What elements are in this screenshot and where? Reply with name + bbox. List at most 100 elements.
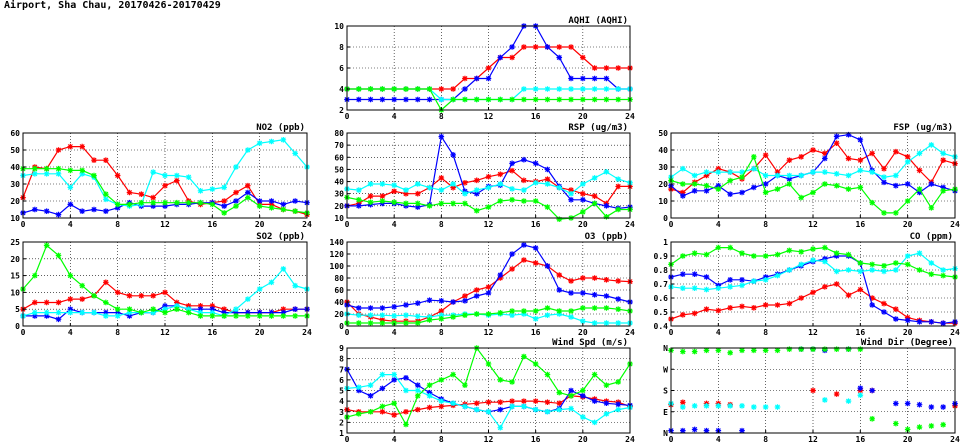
data-point: [221, 309, 227, 316]
y-tick-label: 10: [334, 22, 344, 31]
data-point: [450, 86, 456, 92]
x-tick-label: 0: [345, 220, 350, 229]
y-tick-label: 60: [334, 153, 344, 162]
series-red: [344, 167, 633, 209]
y-tick-label: 80: [334, 274, 344, 283]
data-point: [822, 244, 828, 251]
data-point: [591, 398, 598, 404]
data-point: [774, 186, 781, 192]
x-tick-label: 24: [625, 435, 635, 444]
data-point: [810, 346, 816, 352]
data-point: [603, 213, 610, 220]
data-point: [355, 305, 362, 311]
data-point: [762, 181, 769, 187]
data-point: [292, 150, 298, 157]
data-point: [91, 172, 97, 179]
data-point: [615, 401, 622, 408]
data-point: [680, 285, 686, 291]
data-point: [438, 298, 445, 304]
x-tick-label: 24: [302, 220, 312, 229]
data-point: [556, 216, 563, 223]
data-point: [881, 210, 887, 216]
x-tick-label: 16: [208, 328, 218, 337]
data-point: [751, 305, 757, 311]
y-tick-label: 8: [339, 43, 344, 52]
data-point: [615, 296, 622, 302]
x-tick-label: 16: [856, 328, 866, 337]
x-tick-label: 20: [578, 112, 588, 121]
data-point: [869, 302, 875, 308]
data-point: [904, 400, 911, 407]
data-point: [162, 182, 168, 189]
y-tick-label: 60: [334, 286, 344, 295]
data-point: [233, 306, 239, 312]
data-point: [521, 187, 527, 193]
data-point: [209, 303, 216, 309]
data-point: [256, 198, 263, 204]
series-cyan: [344, 371, 633, 431]
x-tick-label: 12: [484, 220, 494, 229]
data-point: [426, 86, 433, 92]
data-point: [869, 295, 875, 301]
data-point: [556, 54, 563, 61]
data-point: [532, 86, 539, 92]
data-point: [580, 75, 586, 82]
data-point: [580, 318, 586, 324]
data-point: [485, 65, 492, 71]
data-point: [715, 285, 722, 291]
data-point: [857, 392, 864, 399]
y-tick-label: 30: [10, 180, 20, 189]
data-point: [197, 313, 204, 319]
data-point: [379, 408, 386, 415]
data-point: [857, 268, 864, 275]
data-point: [55, 211, 62, 218]
data-point: [580, 275, 586, 281]
data-point: [367, 393, 374, 399]
data-point: [544, 204, 551, 210]
data-point: [591, 320, 598, 326]
y-tick-label: 120: [330, 250, 345, 259]
x-tick-label: 8: [439, 220, 444, 229]
data-point: [43, 309, 50, 316]
data-point: [138, 292, 145, 299]
y-tick-label: 40: [334, 178, 344, 187]
data-point: [403, 86, 409, 92]
y-tick-label: 5: [339, 387, 344, 396]
x-tick-label: 8: [763, 328, 768, 337]
chart-co: 0 4 8 12 16 20 24 0.4 0.5 0.6 0.7 0.8 0.9 1 CO (ppm): [654, 232, 960, 337]
data-point: [497, 275, 504, 281]
x-tick-label: 24: [950, 328, 960, 337]
y-tick-label: 4: [339, 397, 344, 406]
data-point: [55, 309, 62, 316]
data-point: [256, 203, 263, 209]
data-point: [739, 282, 745, 289]
data-point: [438, 175, 445, 181]
data-point: [126, 313, 133, 319]
data-point: [845, 155, 852, 162]
x-tick-label: 24: [950, 435, 960, 444]
data-point: [615, 206, 622, 213]
data-point: [928, 260, 935, 266]
data-point: [786, 267, 793, 273]
data-point: [485, 204, 492, 210]
y-tick-label: 6: [339, 64, 344, 73]
x-tick-label: 16: [531, 435, 541, 444]
y-tick-label: 2: [339, 106, 344, 115]
x-tick-label: 8: [115, 328, 120, 337]
y-tick-label: 5: [15, 305, 20, 314]
data-point: [162, 306, 168, 312]
x-tick-label: 8: [439, 435, 444, 444]
data-point: [355, 320, 362, 326]
data-point: [174, 199, 180, 206]
data-point: [426, 314, 433, 320]
data-point: [544, 44, 551, 50]
data-point: [67, 201, 74, 208]
y-tick-label: S: [663, 387, 668, 396]
data-point: [556, 272, 563, 278]
data-point: [391, 199, 397, 206]
data-point: [67, 296, 74, 302]
data-point: [810, 246, 816, 252]
data-point: [580, 387, 586, 394]
x-tick-label: 20: [903, 220, 913, 229]
y-tick-label: 50: [10, 146, 20, 155]
